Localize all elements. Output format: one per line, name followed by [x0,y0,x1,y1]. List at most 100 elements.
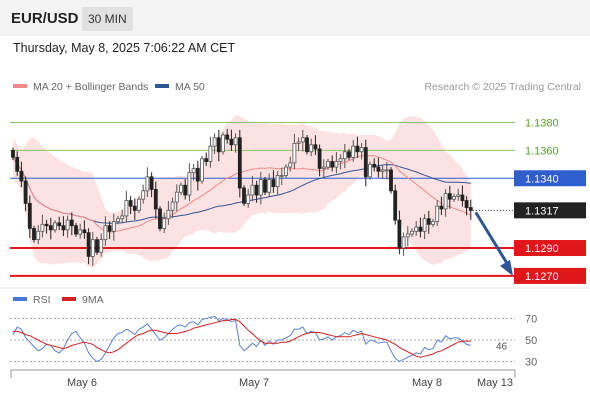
rsi-legend-swatch [13,297,27,301]
pivot-label: 1.1340 [525,173,559,185]
rsi-tick-label: 30 [525,357,537,369]
candle-up [275,175,280,188]
candle-up [342,151,347,160]
x-axis: May 6 May 7 May 8 May 13 [10,369,516,389]
candle-up [179,184,183,193]
candlesticks [11,128,473,266]
candle-down [107,225,112,232]
candle-up [200,158,204,182]
candle-up [116,218,120,222]
candle-down [86,232,91,257]
candle-up [410,230,414,235]
candle-up [103,225,108,241]
candle-down [149,176,154,190]
candle-up [141,190,146,200]
candle-up [380,169,385,172]
candle-down [48,225,53,231]
candle-down [460,194,465,201]
level-lines [10,121,586,277]
candle-down [204,158,209,162]
candle-down [418,226,423,232]
ma50-legend-label: MA 50 [175,81,205,93]
candle-up [187,172,192,196]
candle-down [74,225,78,235]
candle-down [158,208,162,229]
candle-up [431,221,435,225]
candle-down [363,147,368,178]
candle-up [65,219,70,231]
candle-up [258,179,263,196]
support-label: 1.1270 [525,271,559,283]
pivot-label-box [514,170,586,187]
rsi-ma-legend-swatch [62,297,76,301]
candle-up [309,144,314,153]
candle-up [124,200,129,217]
candle-down [61,225,66,231]
candle-up [53,222,57,231]
candle-down [447,193,452,200]
candle-up [191,168,196,174]
candle-up [267,179,272,193]
candle-up [300,137,305,143]
candle-up [99,239,104,253]
source-credit: Research © 2025 Trading Central [424,81,581,93]
candle-up [36,230,41,241]
candle-down [132,205,137,211]
candle-up [162,218,167,229]
candle-up [435,205,440,222]
candle-up [208,145,213,162]
forecast-arrow [474,211,513,276]
forecast-arrow-shaft [474,211,510,266]
candle-down [11,149,15,158]
rsi-legend: RSI 9MA [13,294,104,306]
candle-down [44,223,49,227]
main-legend: MA 20 + Bollinger Bands MA 50 Research ©… [13,81,581,93]
candle-down [27,202,32,229]
candle-down [32,228,36,241]
candle-down [397,219,402,249]
x-tick-label: May 6 [67,377,97,389]
candle-down [330,161,335,168]
candle-down [313,144,318,150]
candle-up [221,134,225,153]
support-label: 1.1290 [525,243,559,255]
candle-up [414,226,419,232]
candle-down [271,179,276,188]
candle-down [15,156,20,172]
price-labels: 1.1380 1.1360 1.1340 1.1290 1.1270 1.1317 [514,117,586,284]
ma20-legend-swatch [13,84,27,88]
bollinger-band-area [13,115,471,268]
support-label-box [514,267,586,284]
candle-down [263,179,267,193]
candle-up [170,201,175,211]
symbol-title: EUR/USD [11,10,79,27]
x-tick-label: May 13 [477,377,513,389]
candle-up [40,223,45,232]
candle-up [288,162,293,168]
resistance-label: 1.1360 [525,145,559,157]
candle-up [443,193,448,210]
timeframe-badge[interactable]: 30 MIN [82,7,133,31]
moving-averages [12,155,472,233]
current-price-label: 1.1317 [525,205,559,217]
candle-up [351,145,356,158]
candle-down [439,205,444,210]
candle-down [242,187,246,204]
candle-down [229,138,234,146]
candle-up [401,236,406,249]
candle-up [212,137,217,147]
candle-down [426,218,431,225]
candle-down [23,180,28,204]
candle-down [464,200,469,208]
candle-down [19,170,24,182]
rsi-value-label: 46 [496,341,508,352]
candle-up [233,137,238,146]
candle-down [82,229,87,234]
candle-up [452,195,456,200]
candle-down [69,219,74,227]
candle-down [393,190,398,221]
candle-down [305,137,309,153]
bollinger-band [13,115,471,268]
ma20-line [12,155,472,233]
ma50-legend-swatch [155,84,169,88]
